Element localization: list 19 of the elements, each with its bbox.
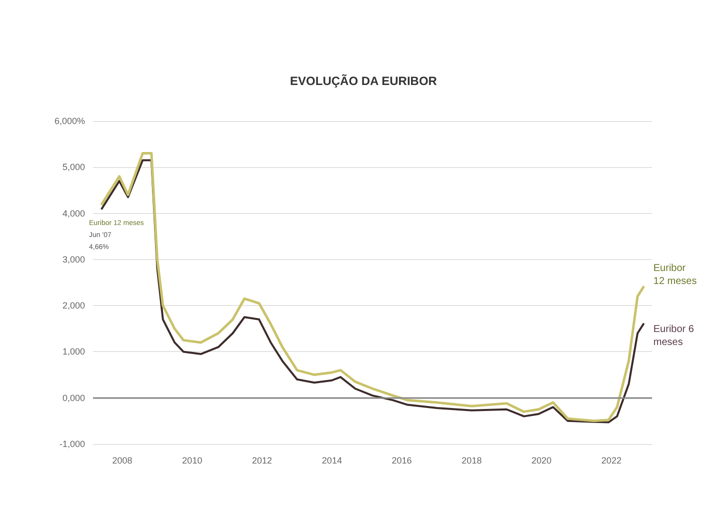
y-tick-label: 6,000% xyxy=(54,116,85,126)
series-label: Euribor 6 meses xyxy=(653,324,697,348)
x-tick-label: 2022 xyxy=(601,456,622,466)
y-tick-label: 0,000 xyxy=(62,392,85,403)
x-tick-label: 2012 xyxy=(252,456,272,466)
y-tick-label: 4,000 xyxy=(62,208,85,218)
series-label: Euribor 12 meses xyxy=(653,263,697,288)
chart-title: EVOLUÇÃO DA EURIBOR xyxy=(290,74,438,88)
y-tick-label: -1,000 xyxy=(59,439,85,449)
y-tick-label: 2,000 xyxy=(62,300,85,311)
x-tick-label: 2010 xyxy=(182,456,202,466)
x-tick-label: 2014 xyxy=(322,456,342,466)
y-tick-label: 5,000 xyxy=(62,162,85,172)
x-tick-label: 2018 xyxy=(462,456,482,466)
y-tick-label: 1,000 xyxy=(62,346,85,357)
y-tick-label: 3,000 xyxy=(62,254,85,264)
x-tick-label: 2016 xyxy=(392,456,412,466)
x-tick-label: 2008 xyxy=(112,456,132,466)
x-tick-label: 2020 xyxy=(532,456,552,466)
